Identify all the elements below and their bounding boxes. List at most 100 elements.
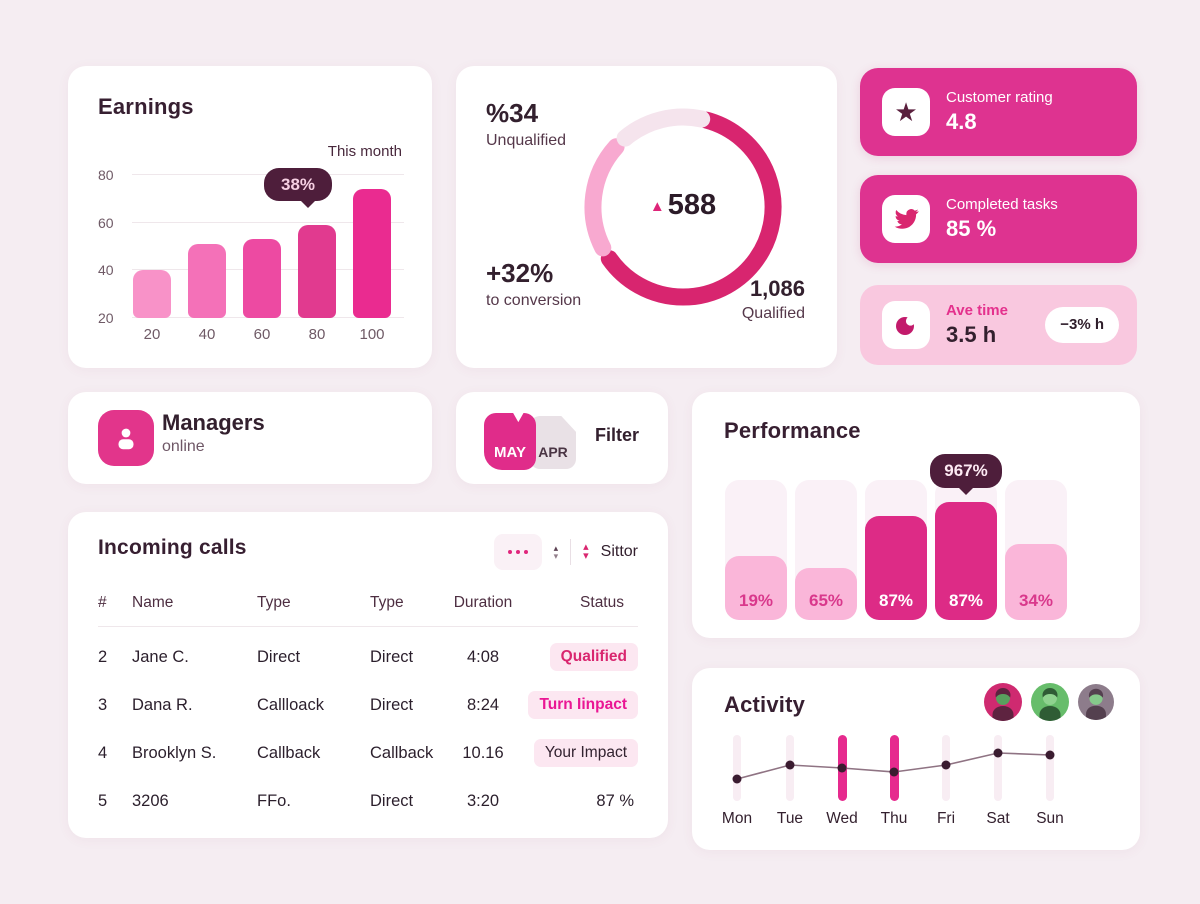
earnings-bar[interactable]: [133, 270, 171, 318]
unqualified-stat: %34 Unqualified: [486, 98, 566, 150]
divider: [98, 626, 638, 627]
cell-name: Jane C.: [132, 647, 189, 666]
y-axis-label: 40: [98, 262, 114, 279]
earnings-bar[interactable]: [188, 244, 226, 318]
stat-text: Ave time 3.5 h: [946, 302, 1008, 348]
cell-type2: Callback: [370, 743, 434, 762]
performance-bar-label: 87%: [948, 591, 984, 610]
data-point-wed[interactable]: [837, 763, 847, 773]
donut-segment-remainder[interactable]: [616, 108, 711, 147]
x-axis-label: 40: [198, 326, 216, 343]
column-header-type: Type: [257, 594, 291, 611]
avatar[interactable]: [984, 683, 1022, 721]
performance-bar-track: 87%: [865, 480, 927, 620]
performance-bar-label: 65%: [808, 591, 844, 610]
conversion-donut-card: %34 Unqualified +32% to conversion 1,086…: [456, 66, 837, 368]
sort-icon[interactable]: ▴ ▾: [583, 541, 589, 562]
table-controls: ▴ ▾ ▴ ▾ Sittor: [493, 534, 638, 570]
filter-tag-apr[interactable]: APR: [530, 416, 576, 469]
cell-type2: Direct: [370, 647, 414, 666]
x-axis-label: 20: [143, 326, 161, 343]
star-icon: ★: [882, 88, 930, 136]
activity-line-svg: [732, 748, 1055, 784]
cell-status: 87 %: [526, 792, 638, 811]
performance-tooltip: 967%: [930, 454, 1002, 495]
column-header--: #: [98, 594, 107, 611]
earnings-legend: This month: [327, 143, 402, 160]
cell-name: 3206: [132, 791, 169, 810]
performance-bar[interactable]: 34%: [1005, 544, 1067, 620]
data-point-mon[interactable]: [732, 774, 742, 784]
sort-label[interactable]: Sittor: [600, 543, 638, 560]
performance-bar[interactable]: 19%: [725, 556, 787, 620]
cell-name: Brooklyn S.: [132, 743, 217, 762]
data-point-tue[interactable]: [785, 760, 795, 770]
ave-time-card: Ave time 3.5 h −3% h: [860, 285, 1137, 365]
table-row[interactable]: 4 Brooklyn S. Callback Callback 10.16 Your Im…: [98, 729, 638, 777]
table-row[interactable]: 3 Dana R. Callloack Direct 8:24 Turn Iinpact: [98, 681, 638, 729]
donut-segment-qualified[interactable]: [600, 111, 782, 306]
avatar[interactable]: [1031, 683, 1069, 721]
performance-bar-track: 19%: [725, 480, 787, 620]
cell-type2: Direct: [370, 695, 414, 714]
stat-label: Customer rating: [946, 89, 1053, 106]
performance-bar[interactable]: 65%: [795, 568, 857, 620]
incoming-calls-title: Incoming calls: [98, 536, 247, 559]
stepper-icon[interactable]: ▴ ▾: [553, 543, 559, 561]
status-badge: Your Impact: [533, 739, 638, 767]
performance-tooltip-value: 967%: [944, 461, 988, 480]
status-badge: Turn Iinpact: [528, 691, 638, 719]
managers-title: Managers: [162, 410, 265, 435]
filter-label[interactable]: Filter: [595, 425, 640, 445]
y-axis-label: 20: [98, 310, 114, 326]
data-point-fri[interactable]: [941, 760, 951, 770]
performance-bar-track: 87%: [935, 480, 997, 620]
managers-status: online: [162, 438, 205, 455]
center-number: 588: [667, 189, 717, 221]
performance-bar-label: 19%: [738, 591, 774, 610]
x-axis-label: 60: [253, 326, 271, 343]
filter-tag-may[interactable]: MAY: [484, 413, 536, 470]
activity-line-chart: Mon Tue Wed Thu Fri Sat Sun: [692, 668, 1140, 850]
bird-icon: [882, 195, 930, 243]
cell-duration: 8:24: [466, 695, 500, 714]
earnings-card: Earnings This month 20 40 60 80 100 20 40 60 80 …: [68, 66, 432, 368]
stat-value: 85 %: [946, 216, 997, 241]
avatar[interactable]: [1078, 684, 1114, 720]
earnings-title: Earnings: [98, 94, 194, 119]
gridline: [132, 221, 404, 223]
unqualified-label: Unqualified: [486, 132, 567, 149]
avatar-group: [984, 683, 1114, 721]
earnings-bar-chart: 20 40 60 80 100 20 40 60 80: [98, 166, 404, 343]
donut-segment-unqualified[interactable]: [584, 138, 625, 257]
table-row[interactable]: 5 3206 FFo. Direct 3:20 87 %: [98, 777, 638, 825]
cell-status: Your Impact: [526, 739, 638, 767]
cell-duration: 3:20: [466, 791, 500, 810]
stat-text: Customer rating 4.8: [946, 89, 1053, 135]
earnings-bar[interactable]: [243, 239, 281, 318]
earnings-bar[interactable]: [353, 189, 391, 318]
earnings-tooltip-value: 38%: [280, 175, 316, 194]
data-point-sat[interactable]: [993, 748, 1003, 758]
performance-bar-chart: 19% 65% 87% 87% 34%: [724, 480, 1108, 620]
tooltip-tail: [300, 200, 316, 208]
data-point-thu[interactable]: [889, 767, 899, 777]
earnings-bar[interactable]: [298, 225, 336, 318]
performance-bar-track: 34%: [1005, 480, 1067, 620]
cell-name: Dana R.: [132, 695, 193, 714]
performance-bar[interactable]: 87%: [935, 502, 997, 620]
donut-center-value: ▲ 588: [613, 189, 753, 222]
cell-type1: Callloack: [257, 695, 324, 714]
conversion-stat: +32% to conversion: [486, 258, 581, 310]
data-point-sun[interactable]: [1045, 750, 1055, 760]
managers-text: Managers online: [162, 410, 265, 456]
performance-bar-label: 34%: [1018, 591, 1054, 610]
qualified-stat: 1,086 Qualified: [742, 276, 805, 323]
day-label-mon: Mon: [721, 810, 753, 827]
customer-rating-card: ★ Customer rating 4.8: [860, 68, 1137, 156]
performance-bar[interactable]: 87%: [865, 516, 927, 620]
column-header-duration: Duration: [453, 594, 513, 611]
y-axis-label: 80: [98, 167, 114, 184]
table-row[interactable]: 2 Jane C. Direct Direct 4:08 Qualified: [98, 633, 638, 681]
more-options-button[interactable]: [493, 534, 542, 570]
